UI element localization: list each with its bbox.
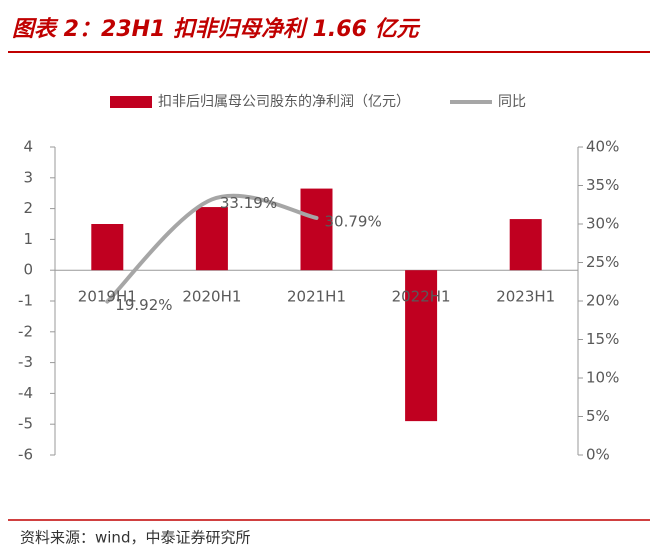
y-tick-label: -2 bbox=[18, 322, 33, 340]
y-tick-label: -5 bbox=[18, 415, 33, 433]
legend-swatch bbox=[110, 96, 152, 108]
legend-label: 同比 bbox=[498, 94, 526, 110]
y-tick-label: -4 bbox=[18, 384, 33, 402]
y-tick-label: 4 bbox=[23, 138, 33, 156]
y-tick-label: 3 bbox=[23, 168, 33, 186]
legend-label: 扣非后归属母公司股东的净利润（亿元） bbox=[158, 93, 410, 110]
y2-tick-label: 0% bbox=[586, 446, 610, 464]
line bbox=[105, 193, 319, 304]
y2-tick-label: 25% bbox=[586, 253, 619, 271]
y-tick-label: -1 bbox=[18, 292, 33, 310]
y2-tick-label: 5% bbox=[586, 407, 610, 425]
y-tick-label: -3 bbox=[18, 353, 33, 371]
y-tick-label: 0 bbox=[23, 261, 33, 279]
y2-tick-label: 20% bbox=[586, 292, 619, 310]
y2-tick-label: 15% bbox=[586, 330, 619, 348]
x-tick-label: 2021H1 bbox=[287, 288, 346, 306]
y2-tick-label: 10% bbox=[586, 369, 619, 387]
bar bbox=[509, 219, 542, 271]
y-tick-label: 2 bbox=[23, 199, 33, 217]
y2-tick-label: 35% bbox=[586, 176, 619, 194]
x-tick-label: 2020H1 bbox=[182, 288, 241, 306]
source: 资料来源：wind，中泰证券研究所 bbox=[20, 529, 250, 547]
y2-tick-label: 40% bbox=[586, 138, 619, 156]
data-label: 19.92% bbox=[115, 296, 172, 314]
data-label: 33.19% bbox=[220, 194, 277, 212]
bar bbox=[91, 224, 124, 271]
x-tick-label: 2019H1 bbox=[78, 288, 137, 306]
x-tick-label: 2022H1 bbox=[392, 288, 451, 306]
bar bbox=[195, 207, 228, 271]
chart-title: 图表 2：23H1 扣非归母净利 1.66 亿元 bbox=[12, 17, 421, 42]
y2-tick-label: 30% bbox=[586, 215, 619, 233]
bar bbox=[405, 270, 438, 422]
data-label: 30.79% bbox=[325, 212, 382, 230]
y-tick-label: 1 bbox=[23, 230, 33, 248]
bar bbox=[300, 188, 333, 271]
x-tick-label: 2023H1 bbox=[496, 288, 555, 306]
y-tick-label: -6 bbox=[18, 446, 33, 464]
